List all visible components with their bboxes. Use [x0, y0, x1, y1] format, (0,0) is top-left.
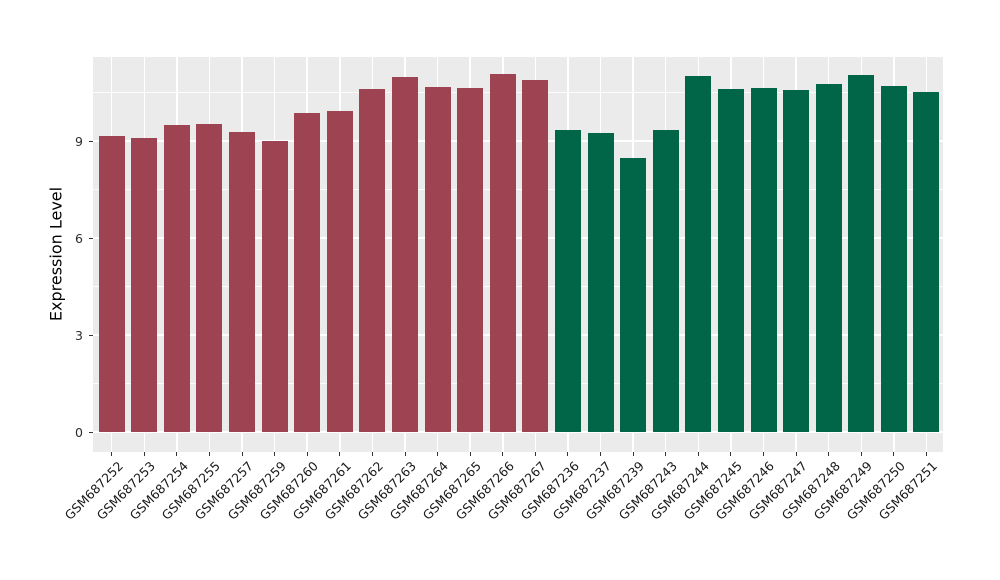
y-axis-title: Expression Level: [46, 186, 66, 322]
bar-GSM687262: [359, 88, 386, 432]
x-tick-GSM687265: [469, 452, 471, 456]
x-tick-label-GSM687264: GSM687264: [387, 458, 452, 523]
x-tick-label-GSM687261: GSM687261: [289, 458, 354, 523]
x-tick-label-GSM687255: GSM687255: [158, 458, 224, 523]
bar-GSM687255: [196, 124, 223, 432]
bar-GSM687265: [457, 88, 484, 432]
x-tick-GSM687253: [143, 452, 145, 456]
x-tick-label-GSM687257: GSM687257: [191, 458, 256, 523]
x-tick-label-GSM687260: GSM687260: [256, 458, 322, 523]
bar-GSM687257: [229, 132, 256, 432]
x-tick-GSM687252: [111, 452, 113, 456]
x-tick-label-GSM687236: GSM687236: [517, 458, 582, 523]
x-tick-GSM687236: [567, 452, 569, 456]
bar-GSM687236: [554, 130, 581, 432]
x-tick-GSM687260: [306, 452, 308, 456]
x-tick-GSM687251: [925, 452, 927, 456]
gridline-minor-y10.5: [93, 92, 943, 94]
bar-GSM687249: [848, 75, 875, 432]
x-tick-label-GSM687250: GSM687250: [843, 458, 908, 523]
x-tick-label-GSM687251: GSM687251: [875, 458, 941, 523]
gridline-major-y6: [93, 237, 943, 239]
x-tick-GSM687259: [274, 452, 276, 456]
x-tick-label-GSM687259: GSM687259: [224, 458, 289, 523]
y-tick-label-9: 9: [75, 133, 83, 149]
x-tick-GSM687239: [632, 452, 634, 456]
x-tick-GSM687267: [534, 452, 536, 456]
x-tick-GSM687248: [828, 452, 830, 456]
x-tick-GSM687247: [795, 452, 797, 456]
bar-GSM687264: [424, 87, 451, 432]
x-tick-label-GSM687252: GSM687252: [61, 458, 126, 523]
x-tick-label-GSM687262: GSM687262: [321, 458, 387, 523]
bar-GSM687250: [880, 86, 907, 432]
bar-GSM687237: [587, 132, 614, 432]
bar-GSM687243: [652, 130, 679, 432]
x-tick-label-GSM687263: GSM687263: [354, 458, 419, 523]
bar-GSM687260: [294, 112, 321, 432]
x-tick-label-GSM687253: GSM687253: [93, 458, 159, 523]
x-tick-GSM687257: [241, 452, 243, 456]
x-tick-label-GSM687245: GSM687245: [680, 458, 745, 523]
x-tick-GSM687263: [404, 452, 406, 456]
x-tick-GSM687245: [730, 452, 732, 456]
x-tick-GSM687266: [502, 452, 504, 456]
x-tick-label-GSM687243: GSM687243: [615, 458, 680, 523]
bar-GSM687244: [685, 76, 712, 432]
x-tick-label-GSM687246: GSM687246: [712, 458, 778, 523]
x-tick-GSM687262: [371, 452, 373, 456]
bar-GSM687239: [620, 158, 647, 432]
x-tick-GSM687264: [437, 452, 439, 456]
x-tick-label-GSM687266: GSM687266: [452, 458, 517, 523]
x-tick-label-GSM687265: GSM687265: [419, 458, 485, 523]
plot-panel: [93, 57, 943, 452]
x-tick-GSM687250: [893, 452, 895, 456]
gridline-minor-y4.5: [93, 286, 943, 287]
x-tick-GSM687237: [600, 452, 602, 456]
y-tick-label-3: 3: [75, 327, 83, 343]
x-tick-label-GSM687254: GSM687254: [126, 458, 191, 523]
gridline-minor-y7.5: [93, 189, 943, 191]
gridline-major-y0: [93, 431, 943, 433]
gridline-minor-y1.5: [93, 383, 943, 384]
x-tick-label-GSM687244: GSM687244: [647, 458, 713, 523]
x-tick-GSM687254: [176, 452, 178, 456]
x-tick-label-GSM687267: GSM687267: [484, 458, 550, 523]
gridline-major-y3: [93, 334, 943, 336]
bar-GSM687248: [815, 84, 842, 432]
bar-GSM687267: [522, 80, 549, 432]
x-tick-label-GSM687239: GSM687239: [582, 458, 648, 523]
x-tick-GSM687246: [763, 452, 764, 456]
bar-GSM687245: [717, 88, 744, 432]
x-tick-label-GSM687248: GSM687248: [778, 458, 843, 523]
bar-GSM687263: [392, 76, 418, 432]
x-tick-GSM687249: [860, 452, 862, 456]
bar-GSM687251: [913, 91, 940, 432]
bar-GSM687261: [326, 111, 353, 432]
bar-GSM687247: [783, 89, 810, 432]
x-tick-label-GSM687247: GSM687247: [745, 458, 810, 523]
bar-GSM687246: [750, 88, 777, 432]
gridline-major-y9: [93, 140, 943, 142]
bar-GSM687254: [163, 124, 190, 432]
x-tick-GSM687244: [697, 452, 699, 456]
bar-GSM687253: [131, 137, 158, 432]
y-tick-label-0: 0: [75, 424, 83, 440]
bar-GSM687259: [261, 140, 288, 432]
x-tick-label-GSM687249: GSM687249: [810, 458, 876, 523]
x-tick-GSM687255: [208, 452, 210, 456]
bar-GSM687266: [489, 74, 516, 432]
x-tick-GSM687243: [665, 452, 667, 456]
bar-GSM687252: [98, 135, 125, 432]
x-tick-label-GSM687237: GSM687237: [550, 458, 615, 523]
x-tick-GSM687261: [339, 452, 341, 456]
